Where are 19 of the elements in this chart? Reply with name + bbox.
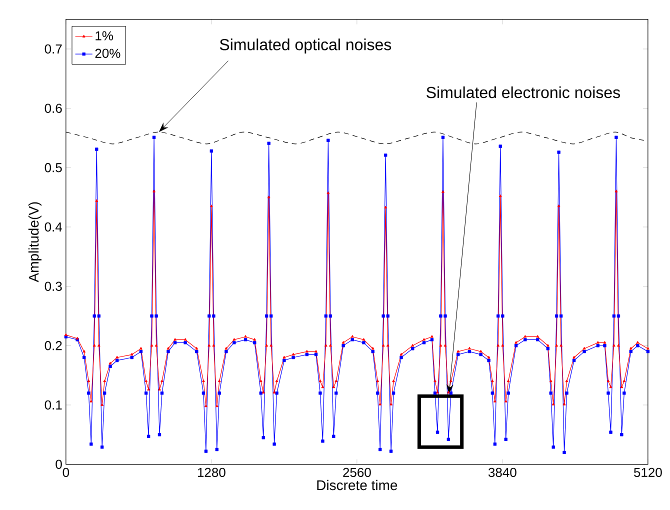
annotation: Simulated optical noises <box>220 38 392 54</box>
annotation: Simulated electronic noises <box>426 86 620 98</box>
y-tick-label: 0.2 <box>44 341 62 350</box>
y-tick-label: 0 <box>56 460 62 469</box>
legend-label: 1% <box>96 31 114 40</box>
x-tick-label: 2560 <box>343 468 371 478</box>
y-tick-label: 0.1 <box>44 400 62 410</box>
legend-label: 20% <box>95 48 120 58</box>
y-axis-title: Amplitude(V) <box>28 202 42 282</box>
y-tick-label: 0.4 <box>44 222 62 232</box>
x-tick-label: 1280 <box>198 468 226 478</box>
y-tick-label: 0.6 <box>44 104 62 113</box>
y-tick-label: 0.5 <box>44 163 62 172</box>
x-tick-label: 5120 <box>634 468 662 478</box>
x-axis-title: Discrete time <box>317 480 398 490</box>
y-tick-label: 0.7 <box>44 44 62 54</box>
x-tick-label: 3840 <box>488 468 516 478</box>
y-tick-label: 0.3 <box>44 282 62 291</box>
x-tick-label: 0 <box>62 468 70 478</box>
